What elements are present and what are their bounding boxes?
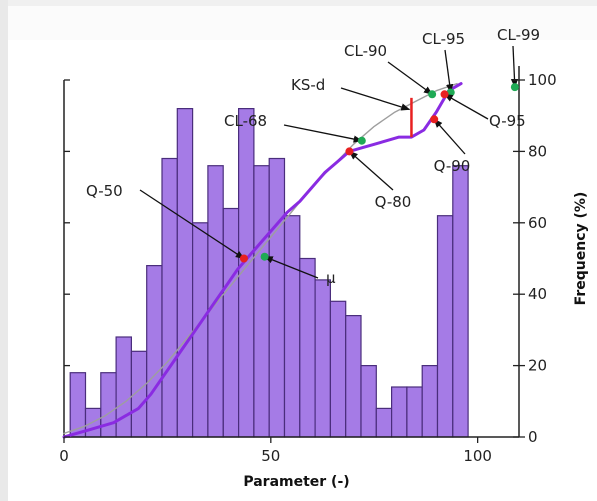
y-tick-label: 80: [528, 142, 547, 160]
annotation-label: Q-50: [86, 182, 123, 200]
histogram-bar: [375, 407, 393, 438]
histogram-bar: [314, 279, 332, 438]
annotation-arrow: [387, 61, 433, 95]
axis-ticks: 0 50 100 0 20 40 60 80 100: [59, 71, 556, 465]
x-axis-title: Parameter (-): [243, 474, 349, 490]
histogram-bar: [146, 265, 163, 438]
histogram-bar: [100, 372, 117, 438]
annotations: Q-50 μ CL-68 Q-80 CL-90 Q-90 CL-95 Q-95 CL-99 KS-…: [86, 26, 540, 287]
histogram-bar: [176, 107, 194, 438]
y-tick-label: 20: [528, 357, 547, 375]
annotation-label: CL-99: [497, 26, 540, 44]
annotation-arrow: [340, 87, 411, 111]
annotation-label: Q-95: [489, 112, 526, 130]
axes: [63, 66, 520, 438]
marker-dot: [357, 136, 366, 145]
marker-dot: [510, 83, 519, 92]
y-tick-label: 100: [528, 71, 557, 89]
annotation-label: CL-90: [344, 42, 387, 60]
marker-dot: [345, 147, 354, 156]
marker-dot: [428, 90, 437, 99]
window-edge: [0, 0, 8, 501]
annotation-arrow: [283, 124, 363, 143]
histogram-bar: [222, 207, 240, 438]
y-axis-title: Frequency (%): [573, 192, 589, 306]
x-tick-label: 0: [59, 447, 69, 465]
histogram-bar: [253, 165, 270, 438]
histogram-bars: [69, 107, 469, 438]
annotation-label: μ: [326, 269, 336, 287]
y-tick-label: 0: [528, 428, 538, 446]
annotation-label: KS-d: [291, 76, 325, 94]
annotation-arrow: [433, 118, 466, 155]
histogram-bar: [268, 157, 286, 438]
histogram-bar: [421, 365, 439, 438]
marker-dot: [260, 252, 269, 261]
histogram-bar: [436, 215, 454, 438]
annotation-label: Q-80: [375, 193, 412, 211]
panel-header-strip: [8, 6, 597, 40]
histogram-bar: [345, 315, 362, 438]
fitted-cdf-line: [63, 82, 458, 435]
histogram-bar: [115, 336, 132, 438]
annotation-arrow: [444, 49, 454, 94]
annotation-arrow: [348, 150, 394, 191]
histogram-bar: [360, 365, 377, 438]
x-tick-label: 50: [261, 447, 280, 465]
histogram-bar: [452, 165, 469, 438]
empirical-cdf-line: [62, 82, 463, 439]
histogram-bar: [283, 215, 301, 438]
cdf-curves: [62, 82, 463, 439]
annotation-arrow: [263, 256, 319, 279]
histogram-bar: [161, 157, 178, 438]
annotation-arrow: [510, 45, 519, 89]
marker-dot: [430, 115, 439, 124]
annotation-label: Q-90: [434, 157, 471, 175]
marker-dot: [239, 254, 248, 263]
histogram-bar: [329, 300, 347, 438]
annotation-arrow: [443, 93, 489, 120]
histogram-bar: [406, 386, 423, 438]
marker-dot: [440, 90, 449, 99]
annotation-label: CL-95: [422, 30, 465, 48]
annotation-arrow: [139, 189, 245, 260]
x-tick-label: 100: [463, 447, 492, 465]
y-tick-label: 40: [528, 285, 547, 303]
histogram-bar: [391, 386, 408, 438]
annotation-label: CL-68: [224, 112, 267, 130]
histogram-bar: [299, 257, 316, 438]
y-tick-label: 60: [528, 214, 547, 232]
